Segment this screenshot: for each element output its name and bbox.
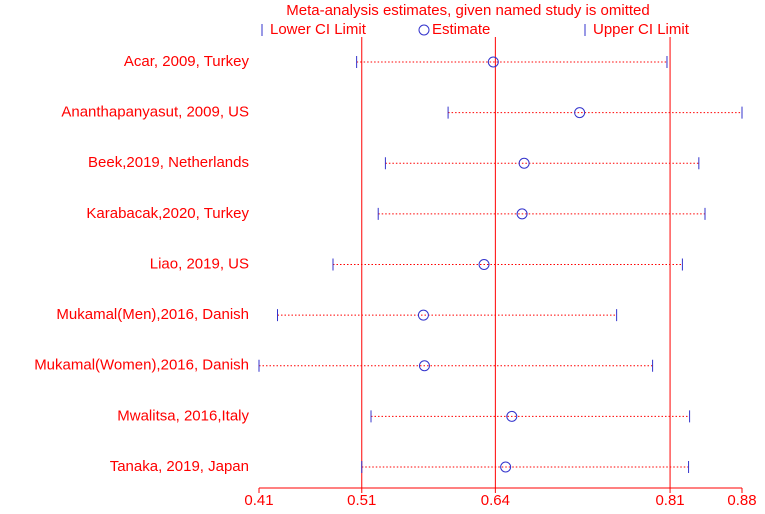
legend-label: Upper CI Limit xyxy=(593,21,690,38)
y-tick-label: Ananthapanyasut, 2009, US xyxy=(61,104,249,121)
estimate xyxy=(574,107,586,119)
y-tick-label: Mukamal(Men),2016, Danish xyxy=(56,306,249,323)
x-tick-label: 0.81 xyxy=(655,492,684,509)
estimate xyxy=(417,309,429,321)
estimate xyxy=(518,157,530,169)
x-tick-label: 0.41 xyxy=(244,492,273,509)
legend-label: Lower CI Limit xyxy=(270,21,367,38)
y-tick-label: Tanaka, 2019, Japan xyxy=(110,458,249,475)
x-tick-label: 0.51 xyxy=(347,492,376,509)
estimate xyxy=(516,208,528,220)
estimate xyxy=(478,259,490,270)
x-tick-label: 0.64 xyxy=(481,492,510,509)
estimate xyxy=(487,56,499,68)
estimate xyxy=(418,360,430,372)
y-tick-label: Liao, 2019, US xyxy=(150,255,249,272)
x-tick-label: 0.88 xyxy=(727,492,756,509)
y-tick-label: Karabacak,2020, Turkey xyxy=(86,205,249,222)
legend-label: Estimate xyxy=(432,21,490,38)
y-tick-label: Beek,2019, Netherlands xyxy=(88,154,249,171)
estimate xyxy=(500,461,512,473)
legend-symbol xyxy=(418,24,430,36)
y-tick-label: Mukamal(Women),2016, Danish xyxy=(34,357,249,374)
chart-title: Meta-analysis estimates, given named stu… xyxy=(286,2,650,19)
estimate xyxy=(506,410,518,422)
y-tick-label: Mwalitsa, 2016,Italy xyxy=(117,407,249,424)
y-tick-label: Acar, 2009, Turkey xyxy=(124,53,250,70)
